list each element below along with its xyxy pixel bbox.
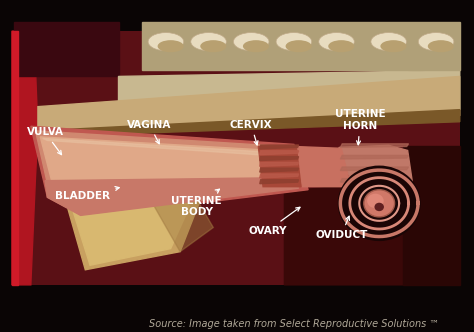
Ellipse shape — [285, 40, 312, 52]
Polygon shape — [260, 174, 299, 178]
Text: BLADDER: BLADDER — [55, 187, 119, 201]
Ellipse shape — [380, 40, 406, 52]
Ellipse shape — [337, 166, 421, 241]
Ellipse shape — [276, 33, 311, 51]
Ellipse shape — [419, 33, 454, 51]
Ellipse shape — [374, 203, 384, 211]
Ellipse shape — [328, 40, 354, 52]
Polygon shape — [31, 126, 308, 217]
Text: OVIDUCT: OVIDUCT — [315, 216, 367, 240]
Polygon shape — [38, 110, 460, 137]
Polygon shape — [36, 131, 296, 213]
Ellipse shape — [428, 40, 454, 52]
Polygon shape — [340, 167, 409, 171]
Polygon shape — [340, 144, 409, 147]
Polygon shape — [340, 155, 409, 159]
Polygon shape — [260, 157, 299, 160]
Text: VAGINA: VAGINA — [127, 120, 172, 144]
Text: OVARY: OVARY — [248, 207, 300, 235]
Text: UTERINE
BODY: UTERINE BODY — [172, 189, 222, 217]
Ellipse shape — [191, 33, 227, 51]
Polygon shape — [0, 10, 14, 285]
Polygon shape — [260, 145, 299, 149]
Polygon shape — [45, 178, 299, 215]
Polygon shape — [403, 146, 460, 285]
Polygon shape — [12, 31, 18, 285]
Text: CERVIX: CERVIX — [230, 120, 273, 145]
Text: UTERINE
HORN: UTERINE HORN — [335, 110, 385, 145]
Polygon shape — [340, 179, 409, 182]
Polygon shape — [258, 146, 301, 187]
Polygon shape — [43, 138, 270, 156]
Bar — [14, 31, 460, 285]
Polygon shape — [62, 182, 199, 270]
Ellipse shape — [233, 33, 269, 51]
Polygon shape — [12, 31, 38, 285]
Polygon shape — [260, 162, 299, 166]
Text: Source: Image taken from Select Reproductive Solutions ™: Source: Image taken from Select Reproduc… — [149, 319, 439, 329]
Polygon shape — [142, 22, 460, 70]
Polygon shape — [284, 176, 460, 285]
Polygon shape — [66, 185, 190, 265]
Ellipse shape — [157, 40, 183, 52]
Polygon shape — [260, 151, 299, 155]
Polygon shape — [40, 137, 282, 209]
Polygon shape — [142, 185, 213, 252]
Ellipse shape — [319, 33, 354, 51]
Ellipse shape — [243, 40, 269, 52]
Polygon shape — [118, 70, 460, 110]
Ellipse shape — [367, 194, 384, 208]
Polygon shape — [260, 168, 299, 172]
Ellipse shape — [200, 40, 227, 52]
Polygon shape — [295, 146, 351, 187]
Polygon shape — [260, 180, 299, 184]
Text: VULVA: VULVA — [27, 127, 64, 155]
Polygon shape — [38, 76, 460, 131]
Ellipse shape — [371, 33, 406, 51]
Ellipse shape — [364, 190, 394, 217]
Polygon shape — [0, 285, 14, 312]
Polygon shape — [14, 22, 118, 76]
Ellipse shape — [148, 33, 183, 51]
Polygon shape — [339, 145, 412, 187]
